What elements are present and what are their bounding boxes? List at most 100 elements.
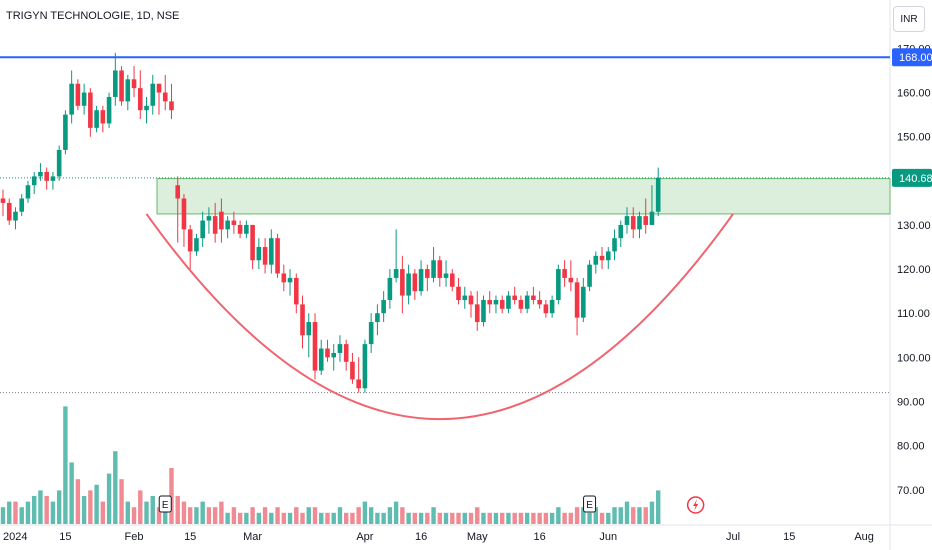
volume-bar [312,507,318,524]
candle [543,299,549,318]
volume-bar [500,512,505,524]
volume-bar [94,484,99,524]
candle-body [543,304,549,314]
volume-bar [587,512,592,524]
candle-body [449,273,455,287]
candle-body [287,277,293,283]
volume-bar [32,496,37,524]
dividend-marker [686,496,705,514]
volume-bar [543,512,549,524]
volume-bar [506,512,511,524]
candle-body [605,251,611,261]
candle [56,145,62,181]
y-tick-label: 80.00 [897,441,925,453]
candle-body [162,92,168,102]
candle-body [81,92,87,106]
price-label: 168.00 [892,48,932,67]
volume-bar [194,507,199,524]
volume-bar [437,512,442,524]
candle [306,313,312,358]
candle-body [125,79,131,102]
candle [574,277,580,336]
volume-bar [244,512,249,524]
earnings-marker: E [158,495,172,513]
candle [518,295,524,314]
volume-bar [144,501,149,524]
candle-body [325,348,330,358]
candle-body [44,171,49,181]
candle [156,83,162,115]
candle [44,167,49,190]
volume-bar [131,507,137,524]
candle [69,70,74,124]
candle [562,260,567,287]
candle [331,344,337,371]
candle-body [200,220,205,239]
candle-body [181,198,187,230]
candle-body [225,220,230,230]
candle-body [493,299,499,305]
candle-body [531,295,536,300]
volume-bar [156,507,162,524]
candle [462,286,468,309]
volume-bar [306,507,311,524]
volume-bar [581,507,586,524]
volume-bar [125,501,130,524]
y-tick-label: 120.00 [897,264,931,276]
candle [293,273,299,314]
candle [362,339,368,393]
candle-body [506,295,511,309]
volume-bar [418,512,424,524]
volume-bar [493,512,499,524]
volume-bar [81,496,87,524]
candle-body [63,114,68,150]
volume-bar [487,512,492,524]
volume-bar [356,507,361,524]
candle [356,357,361,393]
candle-body [175,185,181,199]
volume-bar [381,512,386,524]
candle [437,255,443,287]
currency-button[interactable]: INR [893,6,925,32]
volume-bar [344,512,349,524]
candle [31,171,37,195]
candle-body [655,177,661,212]
volume-bar [56,490,62,524]
candle-body [150,83,156,106]
candle-body [69,83,74,115]
candle-body [562,269,567,278]
y-tick-label: 70.00 [897,485,925,497]
volume-bar [281,512,286,524]
candle-body [31,176,37,186]
candle [537,291,542,309]
volume-bar [631,507,636,524]
candle-body [262,247,268,265]
volume-bar [375,512,380,524]
candle [81,83,87,115]
candle-body [237,224,243,234]
candle [244,220,249,239]
candle-body [549,299,555,314]
candle [468,291,474,318]
candle [25,180,31,203]
volume-bar [181,501,187,524]
candle-body [425,269,430,278]
candle [549,295,555,318]
volume-bar [337,507,343,524]
candle-body [456,286,461,300]
earnings-label: E [586,500,593,511]
volume-bar [649,501,655,524]
volume-bar [637,507,642,524]
candle-body [212,216,218,234]
volume-bar [612,507,617,524]
volume-bar [275,507,280,524]
volume-bar [7,501,12,524]
candle [194,233,199,256]
volume-bar [431,507,436,524]
candle-body [637,216,642,230]
candle-body [630,216,636,230]
candle [131,66,137,97]
candle [624,207,630,234]
volume-bar [13,501,18,524]
